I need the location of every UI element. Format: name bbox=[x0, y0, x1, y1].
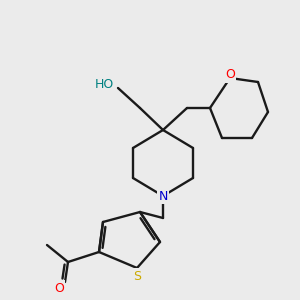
Text: S: S bbox=[133, 269, 141, 283]
Text: HO: HO bbox=[95, 79, 114, 92]
Text: O: O bbox=[54, 281, 64, 295]
Text: O: O bbox=[225, 68, 235, 82]
Text: N: N bbox=[158, 190, 168, 202]
